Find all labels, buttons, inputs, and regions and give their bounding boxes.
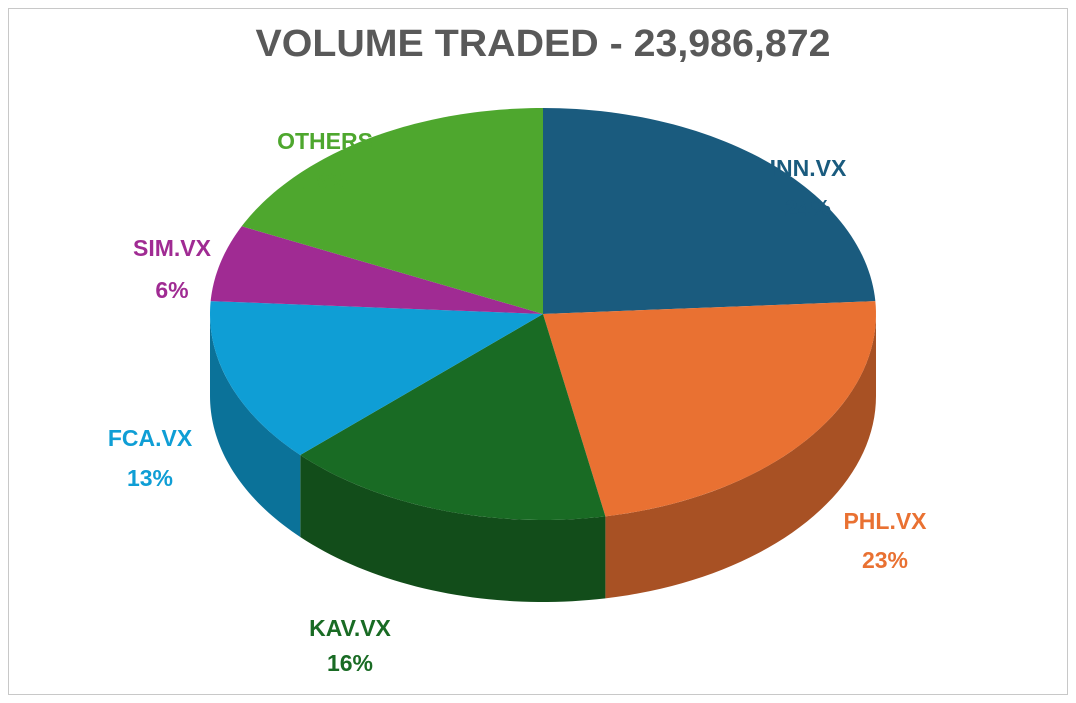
slice-label: FCA.VX	[108, 425, 193, 451]
slice-value-label: 16%	[327, 650, 373, 676]
slice-label: PHL.VX	[843, 508, 927, 534]
slice-side	[210, 314, 301, 538]
slice-label: OTHERS	[277, 128, 373, 154]
slice-side	[605, 314, 876, 599]
slice-label: INN.VX	[770, 155, 847, 181]
slice	[210, 226, 543, 314]
slice-value-label: 6%	[155, 277, 188, 303]
slice-value-label: 13%	[127, 465, 173, 491]
slice-value-label: 23%	[862, 547, 908, 573]
slice	[543, 301, 876, 517]
pie-tops	[210, 108, 876, 520]
pie-labels: INN.VX 24% PHL.VX 23% KAV.VX 16% FCA.VX 13% SIM.…	[108, 128, 927, 676]
pie-sides	[210, 314, 876, 602]
slice-side	[300, 455, 606, 602]
slice-value-label: 24%	[785, 195, 831, 221]
slice-label: KAV.VX	[309, 615, 391, 641]
slice	[300, 314, 606, 520]
slice	[210, 301, 543, 456]
slice-value-label: 18%	[302, 168, 348, 194]
chart-title: VOLUME TRADED - 23,986,872	[256, 23, 831, 65]
slice-label: SIM.VX	[133, 235, 212, 261]
slice	[241, 108, 543, 314]
slice	[543, 108, 876, 314]
